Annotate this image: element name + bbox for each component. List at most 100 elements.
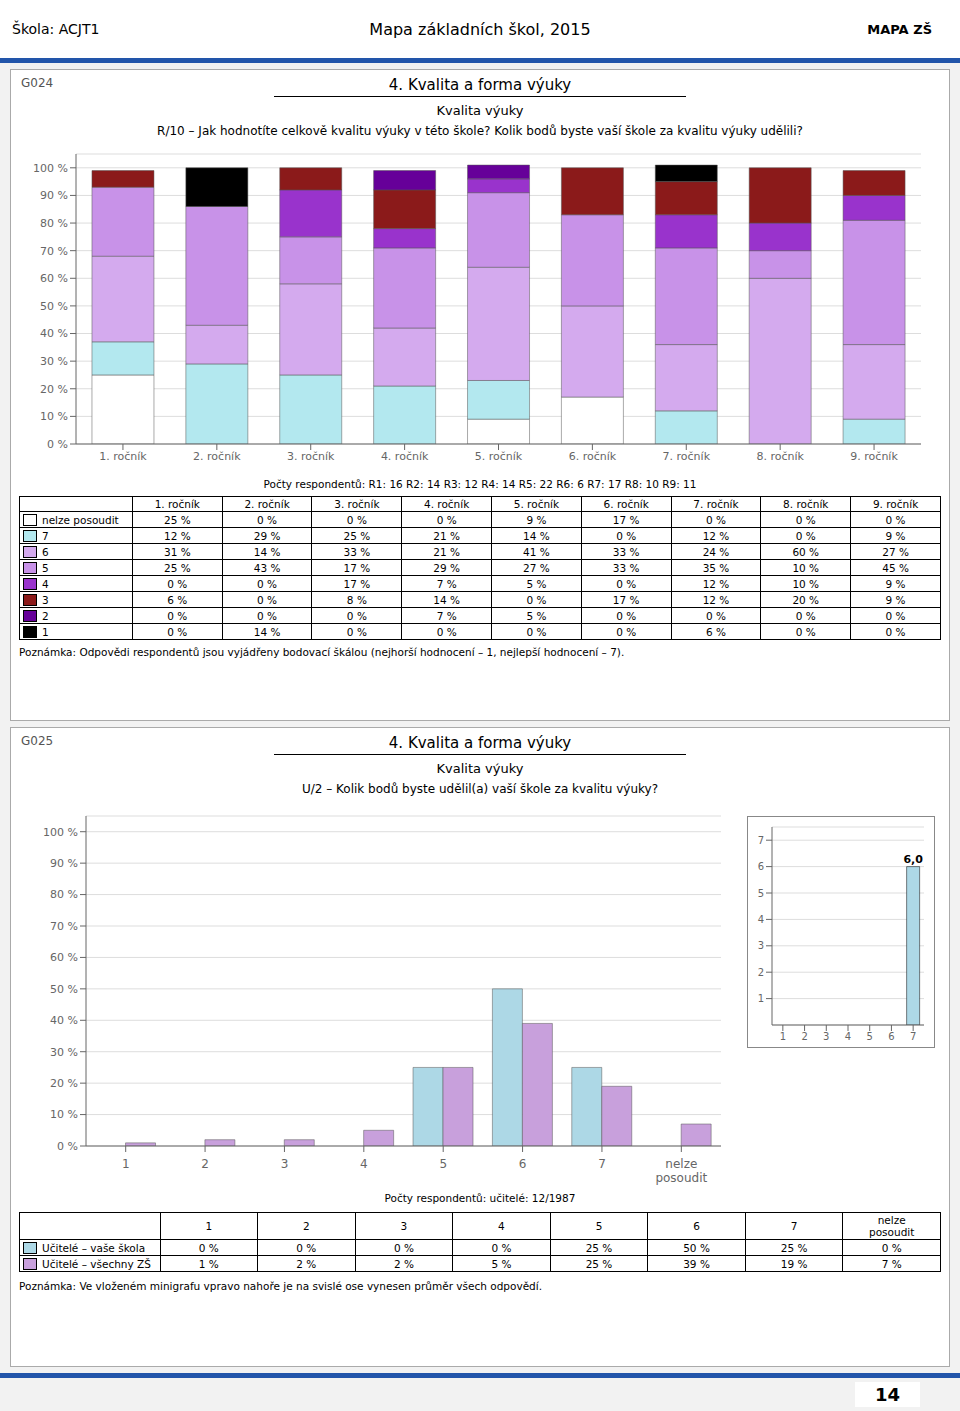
html-text:24 %: 24 % <box>702 545 730 558</box>
svg-text:5: 5 <box>439 1157 447 1171</box>
html-text:nelze posoudit: nelze posoudit <box>869 1214 915 1238</box>
html-text:0 %: 0 % <box>706 513 726 526</box>
svg-text:4: 4 <box>845 1031 851 1042</box>
html-text:0 %: 0 % <box>436 513 457 526</box>
html-text:0 %: 0 % <box>257 513 278 526</box>
svg-text:4: 4 <box>758 914 764 925</box>
svg-text:7: 7 <box>910 1031 916 1042</box>
svg-text:20 %: 20 % <box>40 383 68 396</box>
svg-text:6: 6 <box>888 1031 894 1042</box>
svg-text:20 %: 20 % <box>50 1077 78 1090</box>
svg-text:90 %: 90 % <box>40 189 68 202</box>
svg-text:40 %: 40 % <box>40 327 68 340</box>
html-text:Škola: ACJT1: Škola: ACJT1 <box>12 21 100 37</box>
html-text:Kvalita výuky: Kvalita výuky <box>436 103 524 118</box>
html-text:27 %: 27 % <box>523 561 550 574</box>
svg-text:50 %: 50 % <box>40 300 68 313</box>
svg-text:60 %: 60 % <box>50 951 78 964</box>
html-text:G024: G024 <box>21 76 54 90</box>
svg-text:8. ročník: 8. ročník <box>756 450 804 463</box>
svg-text:100 %: 100 % <box>33 162 68 175</box>
html-text:43 %: 43 % <box>253 561 281 574</box>
svg-text:7. ročník: 7. ročník <box>663 450 711 463</box>
html-text:4. Kvalita a forma výuky: 4. Kvalita a forma výuky <box>388 76 572 94</box>
svg-text:10 %: 10 % <box>50 1108 78 1121</box>
html-text:41 %: 41 % <box>523 545 550 558</box>
svg-text:6. ročník: 6. ročník <box>569 450 617 463</box>
html-text:25 %: 25 % <box>164 561 191 574</box>
svg-text:60 %: 60 % <box>40 272 68 285</box>
svg-text:4: 4 <box>360 1157 368 1171</box>
html-text:14: 14 <box>874 1384 900 1405</box>
html-text:4. Kvalita a forma výuky: 4. Kvalita a forma výuky <box>388 734 572 752</box>
html-text:21 %: 21 % <box>433 545 460 558</box>
html-text:R/10 – Jak hodnotíte celkově k: R/10 – Jak hodnotíte celkově kvalitu výu… <box>157 124 803 138</box>
svg-text:10 %: 10 % <box>40 410 68 423</box>
svg-text:50 %: 50 % <box>50 983 78 996</box>
svg-text:1: 1 <box>780 1031 786 1042</box>
svg-text:100 %: 100 % <box>43 826 78 839</box>
svg-text:9. ročník: 9. ročník <box>850 450 898 463</box>
svg-text:2: 2 <box>758 967 764 978</box>
svg-text:7: 7 <box>758 835 764 846</box>
html-text:29 %: 29 % <box>433 561 460 574</box>
svg-text:3: 3 <box>823 1031 829 1042</box>
html-text:0 %: 0 % <box>795 529 816 542</box>
svg-text:80 %: 80 % <box>50 888 78 901</box>
html-text:0 %: 0 % <box>795 513 816 526</box>
svg-text:1: 1 <box>758 993 764 1004</box>
html-text:33 %: 33 % <box>343 545 371 558</box>
html-text:9 %: 9 % <box>885 529 906 542</box>
html-text:0 %: 0 % <box>346 513 367 526</box>
html-text:Kvalita výuky: Kvalita výuky <box>436 761 524 776</box>
svg-text:5: 5 <box>867 1031 873 1042</box>
svg-text:3. ročník: 3. ročník <box>287 450 335 463</box>
html-text:17 %: 17 % <box>343 561 371 574</box>
html-text:G025: G025 <box>21 734 54 748</box>
html-text:33 %: 33 % <box>612 545 640 558</box>
html-text:31 %: 31 % <box>164 545 191 558</box>
html-text:0 %: 0 % <box>885 513 906 526</box>
html-text:9 %: 9 % <box>526 513 547 526</box>
html-text:12 %: 12 % <box>164 529 191 542</box>
svg-text:3: 3 <box>281 1157 289 1171</box>
svg-text:5: 5 <box>758 888 764 899</box>
svg-text:6,0: 6,0 <box>903 853 923 866</box>
html-text:17 %: 17 % <box>612 513 640 526</box>
html-text:21 %: 21 % <box>433 529 460 542</box>
svg-text:5. ročník: 5. ročník <box>475 450 523 463</box>
svg-text:2: 2 <box>801 1031 807 1042</box>
svg-text:6: 6 <box>519 1157 527 1171</box>
svg-text:40 %: 40 % <box>50 1014 78 1027</box>
svg-text:nelzeposoudit: nelzeposoudit <box>655 1157 707 1185</box>
svg-text:90 %: 90 % <box>50 857 78 870</box>
html-text:29 %: 29 % <box>253 529 281 542</box>
svg-text:2. ročník: 2. ročník <box>193 450 241 463</box>
html-text:0 %: 0 % <box>616 529 637 542</box>
svg-text:30 %: 30 % <box>50 1046 78 1059</box>
html-text:14 %: 14 % <box>523 529 550 542</box>
svg-text:4. ročník: 4. ročník <box>381 450 429 463</box>
svg-text:1. ročník: 1. ročník <box>99 450 147 463</box>
svg-text:7: 7 <box>598 1157 606 1171</box>
svg-text:70 %: 70 % <box>40 245 68 258</box>
html-text:12 %: 12 % <box>702 529 730 542</box>
html-text:33 %: 33 % <box>612 561 640 574</box>
svg-text:2: 2 <box>201 1157 209 1171</box>
html-text:U/2 – Kolik bodů byste udělil(: U/2 – Kolik bodů byste udělil(a) vaší šk… <box>301 782 658 796</box>
svg-text:70 %: 70 % <box>50 920 78 933</box>
svg-text:0 %: 0 % <box>57 1140 78 1153</box>
svg-text:80 %: 80 % <box>40 217 68 230</box>
html-text:25 %: 25 % <box>343 529 371 542</box>
html-text:25 %: 25 % <box>164 513 191 526</box>
html-text:27 %: 27 % <box>882 545 909 558</box>
svg-text:1: 1 <box>122 1157 130 1171</box>
html-text:MAPA ZŠ: MAPA ZŠ <box>867 21 932 37</box>
svg-text:3: 3 <box>758 940 764 951</box>
html-text:Mapa základních škol, 2015: Mapa základních škol, 2015 <box>369 19 591 39</box>
svg-text:6: 6 <box>758 861 764 872</box>
svg-text:0 %: 0 % <box>47 438 68 451</box>
svg-text:30 %: 30 % <box>40 355 68 368</box>
html-text:60 %: 60 % <box>792 545 820 558</box>
html-text:14 %: 14 % <box>253 545 281 558</box>
